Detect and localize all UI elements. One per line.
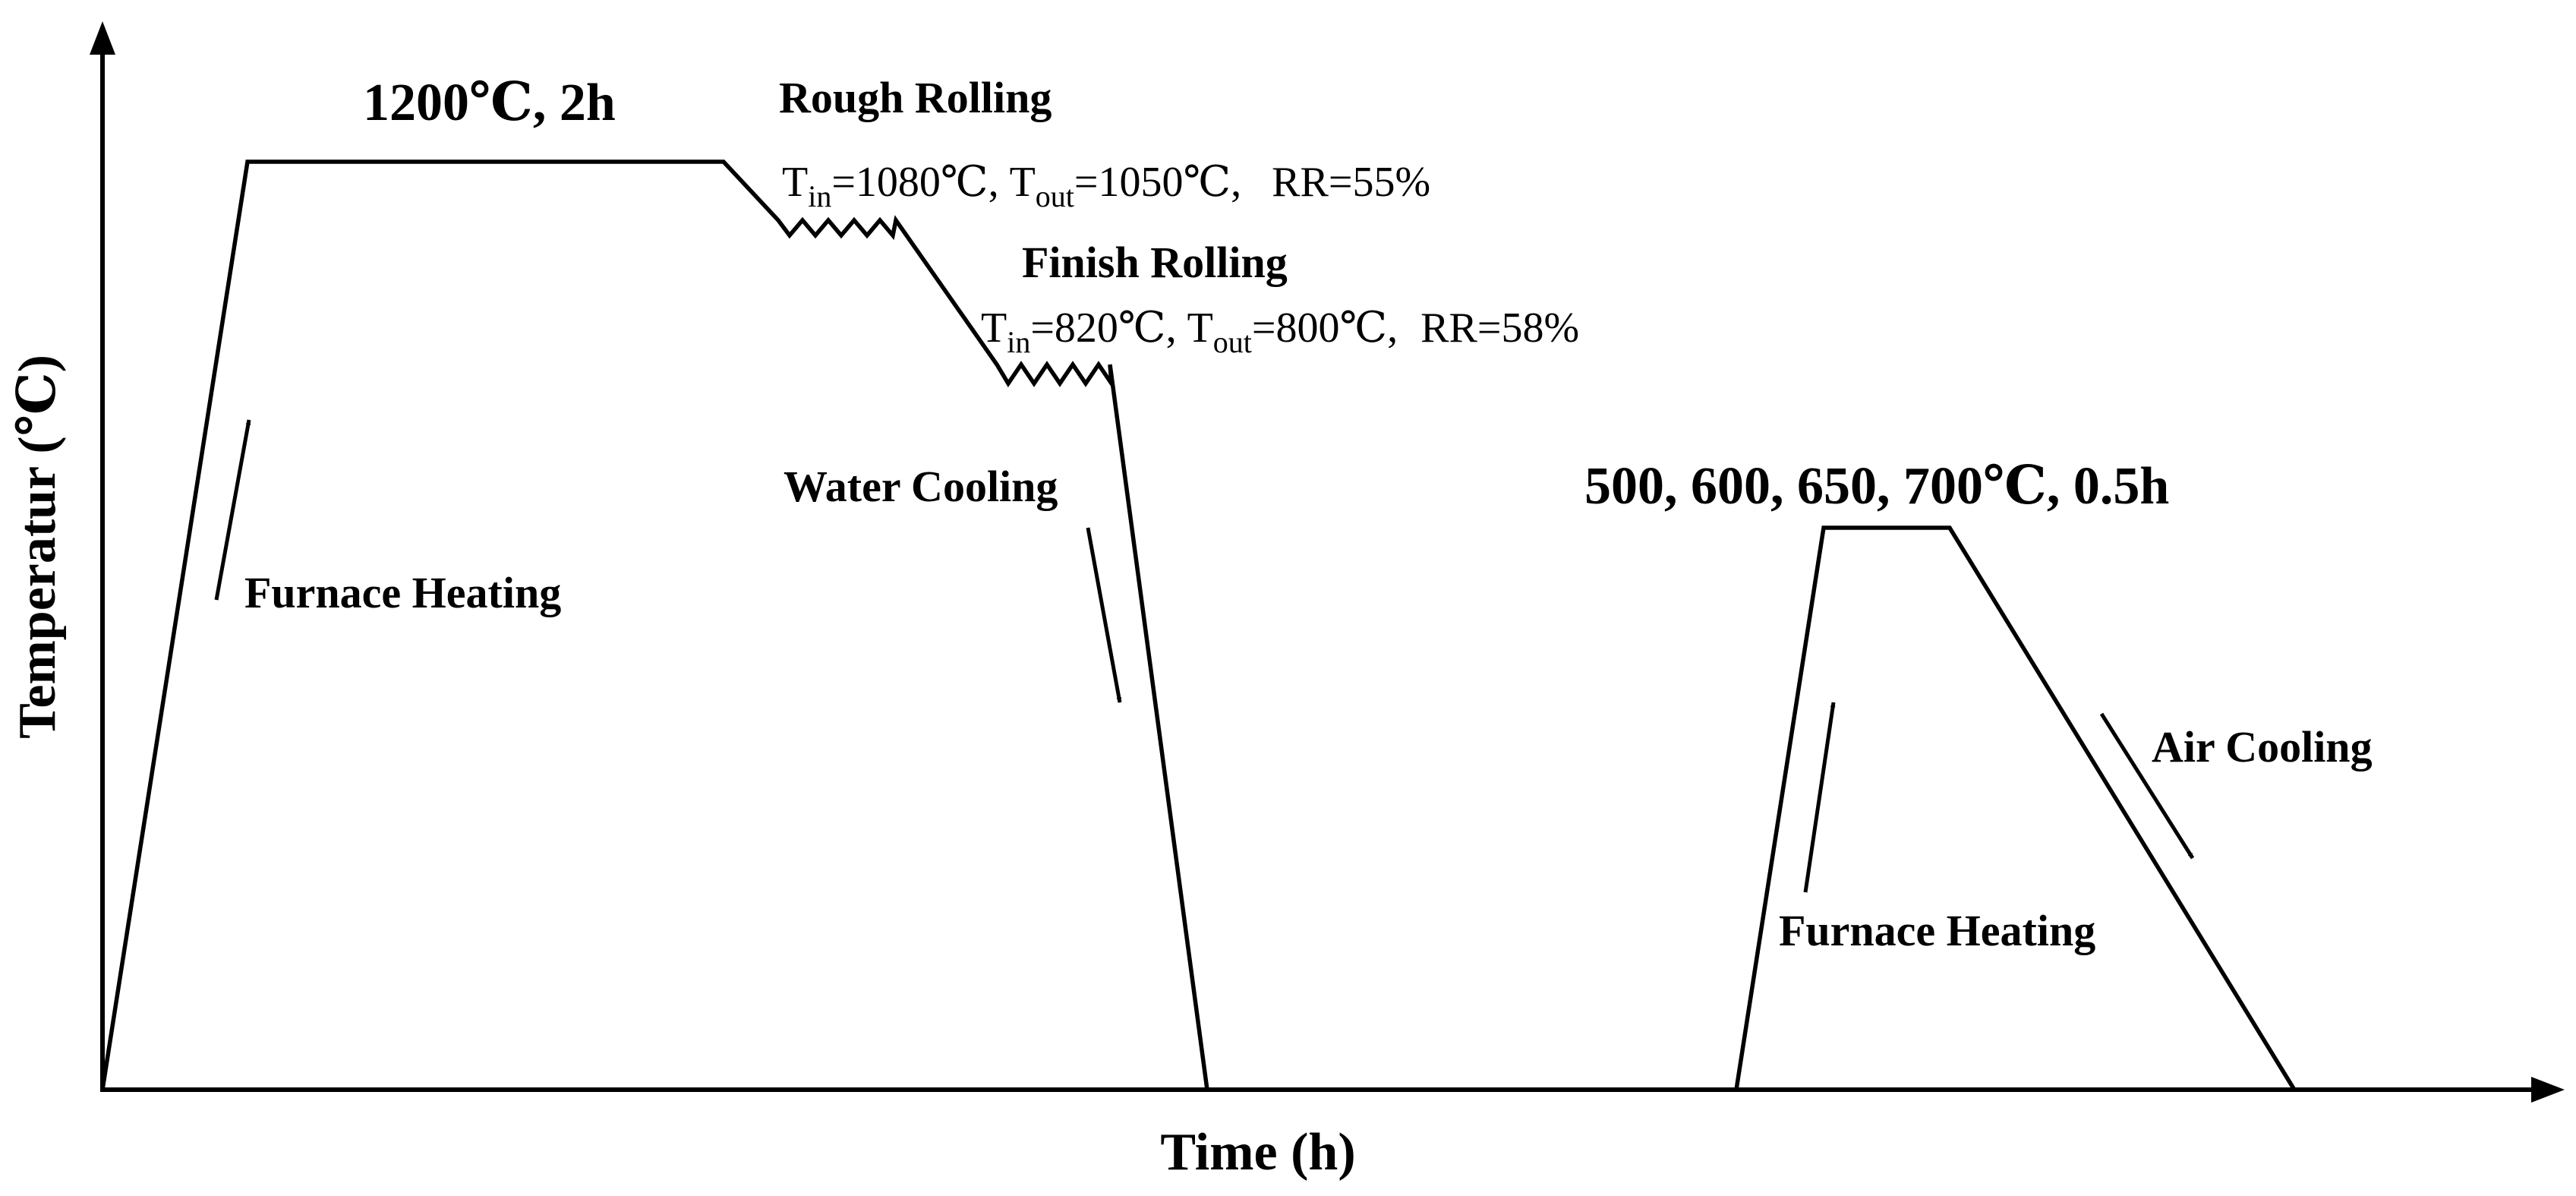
rough-tout-value: =1050℃, (1074, 159, 1241, 206)
x-axis-arrowhead (2531, 1077, 2565, 1103)
finish-tout-sub: out (1213, 325, 1252, 359)
rough-tin-value: =1080℃, (831, 159, 998, 206)
finish-rolling-title: Finish Rolling (1022, 238, 1288, 287)
furnace-heating-arrow-1 (214, 419, 251, 601)
tempering-condition-label: 500, 600, 650, 700℃, 0.5h (1584, 457, 2169, 516)
water-cooling-arrow (1086, 527, 1122, 703)
finish-tout-value: =800℃, (1252, 305, 1398, 352)
rough-tout-sub: out (1036, 179, 1074, 213)
rough-tout-symbol: T (1010, 159, 1036, 206)
furnace-heating-label-1: Furnace Heating (244, 568, 561, 617)
rough-rolling-title: Rough Rolling (779, 73, 1052, 122)
rough-tin-sub: in (808, 179, 831, 213)
rough-tin-symbol: T (782, 159, 808, 206)
finish-tin-value: =820℃, (1030, 305, 1176, 352)
air-cooling-arrow (2099, 712, 2195, 860)
furnace-heating-label-2: Furnace Heating (1779, 906, 2095, 955)
tempering-process-curve (1734, 525, 2297, 1091)
rough-rolling-params: Tin=1080℃, Tout=1050℃, RR=55% (782, 159, 1430, 213)
finish-tin-sub: in (1007, 325, 1030, 359)
y-axis-arrowhead (90, 21, 115, 55)
x-axis (100, 1077, 2565, 1103)
finish-rr: RR=58% (1420, 305, 1579, 352)
furnace-heating-arrow-2 (1803, 702, 1836, 893)
hot-rolling-process-curve (100, 159, 1209, 1090)
finish-rolling-params: Tin=820℃, Tout=800℃, RR=58% (981, 305, 1579, 359)
water-cooling-label: Water Cooling (784, 462, 1058, 511)
finish-tin-symbol: T (981, 305, 1007, 352)
air-cooling-label: Air Cooling (2152, 722, 2373, 772)
x-axis-label: Time (h) (1160, 1123, 1355, 1182)
finish-tout-symbol: T (1187, 305, 1213, 352)
y-axis-label: Temperatur (℃) (8, 355, 67, 739)
y-axis (90, 21, 115, 1090)
rough-rr: RR=55% (1272, 159, 1430, 206)
soak-condition-label: 1200℃, 2h (363, 74, 616, 132)
